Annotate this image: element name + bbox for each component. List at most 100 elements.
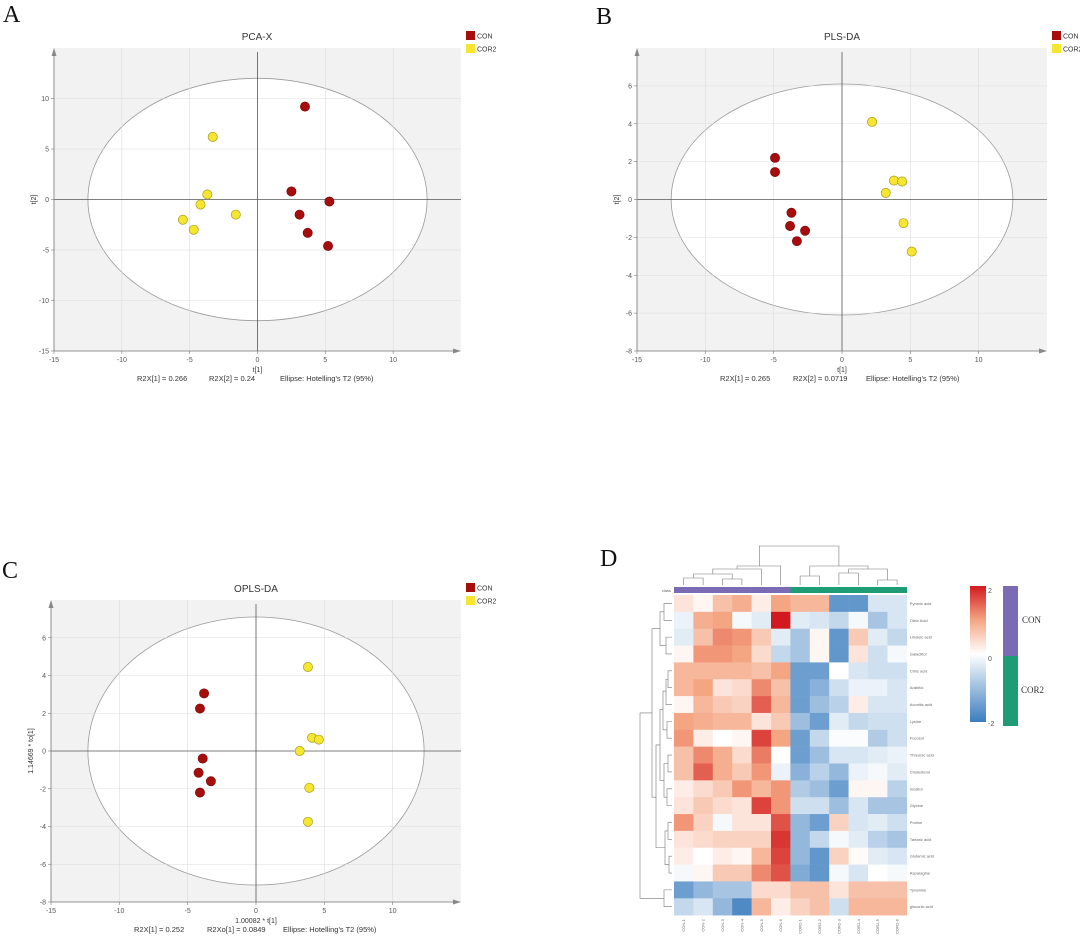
- heatmap-cell: [751, 898, 772, 916]
- heatmap-cell: [732, 864, 752, 882]
- color-scale-tick: 0: [988, 656, 992, 663]
- y-tick-label: -2: [40, 786, 46, 793]
- heatmap-cell: [887, 645, 908, 663]
- data-point-cor2: [302, 816, 313, 827]
- heatmap-cell: [809, 830, 830, 849]
- data-point-cor2: [867, 116, 878, 127]
- heatmap-cell: [809, 729, 830, 747]
- row-label: Tartaric acid: [910, 837, 932, 842]
- data-point-con: [199, 688, 210, 699]
- heatmap-cell: [868, 645, 888, 663]
- heatmap-cell: [868, 696, 888, 714]
- heatmap-cell: [887, 729, 908, 747]
- heatmap-cell: [712, 881, 733, 899]
- heatmap-cell: [868, 847, 888, 865]
- heatmap-cell: [712, 595, 733, 613]
- y-tick-label: 2: [42, 711, 46, 718]
- x-axis-arrow-icon: [453, 348, 461, 354]
- heatmap-cell: [848, 864, 869, 882]
- color-scale-tick: -2: [988, 721, 994, 728]
- heatmap-cell: [732, 628, 752, 646]
- heatmap-cell: [693, 645, 714, 663]
- heatmap-cell: [829, 814, 849, 832]
- heatmap-cell: [732, 881, 752, 899]
- heatmap-cell: [887, 780, 908, 798]
- heatmap-cell: [712, 763, 733, 781]
- class-bar-cell: [809, 587, 830, 593]
- heatmap-cell: [771, 864, 791, 882]
- chart-title: PLS-DA: [824, 32, 860, 43]
- panel-label-d: D: [600, 546, 617, 572]
- heatmap-cell: [732, 662, 752, 680]
- heatmap-cell: [693, 881, 714, 899]
- heatmap-cell: [693, 746, 714, 764]
- heatmap-cell: [848, 645, 869, 663]
- data-point-cor2: [897, 176, 908, 187]
- heatmap-cell: [809, 797, 830, 815]
- heatmap-cell: [868, 814, 888, 832]
- heatmap-cell: [693, 729, 714, 747]
- stat-r2x-2: R2Xo[1] = 0.0849: [207, 925, 266, 934]
- y-tick-label: -15: [39, 349, 49, 356]
- class-bar-cell: [829, 587, 849, 593]
- heatmap-cell: [829, 712, 849, 731]
- heatmap-cell: [674, 628, 694, 646]
- heatmap-panel: class Pyruvic acid Oleic Acid Linoleic acid…: [639, 545, 1044, 934]
- heatmap-cell: [848, 847, 869, 865]
- heatmap-cell: [790, 763, 811, 781]
- heatmap-cell: [712, 662, 733, 680]
- heatmap-cell: [790, 797, 811, 815]
- heatmap-cell: [887, 696, 908, 714]
- heatmap-cell: [848, 611, 869, 629]
- legend-label-cor2: COR2: [1063, 47, 1080, 54]
- heatmap-cell: [732, 712, 752, 731]
- data-point-con: [770, 167, 780, 177]
- legend-label-cor2: COR2: [477, 599, 497, 606]
- column-label: CON-3: [720, 918, 725, 931]
- heatmap-cell: [790, 696, 811, 714]
- heatmap-cell: [771, 662, 791, 680]
- data-point-con: [193, 767, 204, 778]
- heatmap-cell: [732, 898, 752, 916]
- heatmap-cell: [868, 797, 888, 815]
- data-point-cor2: [302, 662, 313, 672]
- heatmap-cell: [693, 628, 714, 646]
- heatmap-cell: [732, 830, 752, 849]
- column-dendrogram: [683, 545, 898, 585]
- row-label: Citric acid: [910, 668, 928, 673]
- data-point-con: [286, 186, 297, 197]
- heatmap-cell: [868, 881, 888, 899]
- heatmap-cell: [848, 595, 869, 613]
- y-tick-label: 4: [628, 121, 632, 128]
- heatmap-cell: [712, 746, 733, 764]
- heatmap-cell: [674, 611, 694, 629]
- row-label: Glutamic acid: [910, 854, 934, 859]
- x-axis-label: t[1]: [837, 367, 847, 374]
- class-bar-cell: [848, 587, 869, 593]
- heatmap-cell: [790, 864, 811, 882]
- heatmap-cell: [693, 780, 714, 798]
- heatmap-cell: [712, 645, 733, 663]
- heatmap-cell: [771, 611, 791, 629]
- y-tick-label: -4: [626, 273, 632, 280]
- stat-r2x-2: R2X[2] = 0.0719: [793, 374, 847, 383]
- heatmap-cell: [693, 595, 714, 613]
- row-label: Linoleic acid: [910, 635, 932, 640]
- heatmap-cell: [693, 814, 714, 832]
- heatmap-cell: [732, 797, 752, 815]
- data-point-cor2: [195, 199, 206, 210]
- y-axis-arrow-icon: [48, 600, 54, 608]
- heatmap-cell: [693, 611, 714, 629]
- x-tick-label: 0: [256, 357, 260, 364]
- y-tick-label: -6: [40, 862, 46, 869]
- heatmap-cell: [790, 662, 811, 680]
- stat-r2x-1: R2X[1] = 0.266: [137, 374, 187, 383]
- data-point-cor2: [177, 214, 188, 225]
- y-tick-label: -10: [39, 298, 49, 305]
- row-label: Oleic Acid: [910, 618, 928, 623]
- data-point-cor2: [304, 782, 315, 793]
- heatmap-cell: [868, 780, 888, 798]
- data-point-con: [786, 207, 797, 218]
- heatmap-cell: [732, 595, 752, 613]
- class-bar-cell: [868, 587, 888, 593]
